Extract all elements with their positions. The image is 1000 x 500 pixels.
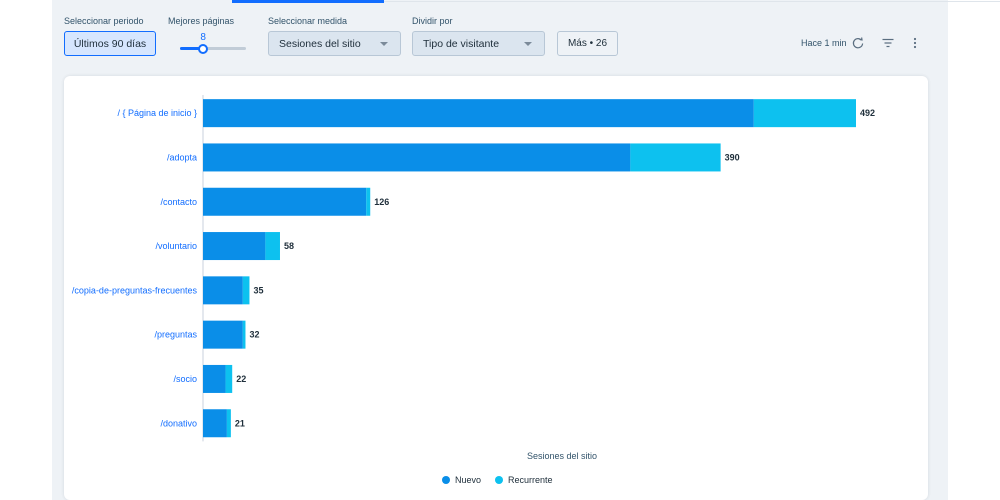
- category-label: /socio: [173, 374, 197, 384]
- more-options-icon[interactable]: [906, 34, 924, 52]
- bar-chart: / { Página de inicio } 492/adopta 390/cont…: [72, 95, 875, 485]
- bar-segment-recurrente: [226, 409, 231, 438]
- category-label: /donativo: [160, 418, 197, 428]
- measure-dropdown[interactable]: Sesiones del sitio: [268, 31, 401, 56]
- bar-segment-recurrente: [366, 187, 371, 216]
- more-button[interactable]: Más • 26: [557, 31, 618, 56]
- split-value: Tipo de visitante: [423, 37, 500, 50]
- data-label: 35: [253, 285, 263, 295]
- data-label: 390: [725, 152, 740, 162]
- bar-segment-nuevo: [203, 276, 243, 305]
- category-label: /voluntario: [155, 241, 197, 251]
- more-button-label: Más • 26: [567, 38, 608, 49]
- bar-segment-recurrente: [242, 276, 250, 305]
- bar-segment-recurrente: [225, 364, 233, 393]
- last-updated-text: Hace 1 min: [801, 38, 847, 48]
- legend-swatch: [442, 476, 450, 484]
- refresh-icon[interactable]: [849, 34, 867, 52]
- legend-swatch: [495, 476, 503, 484]
- bar-segment-nuevo: [203, 187, 367, 216]
- data-label: 22: [236, 374, 246, 384]
- active-tab-indicator: [232, 0, 384, 3]
- top-pages-slider[interactable]: [180, 47, 246, 50]
- bar-segment-nuevo: [203, 409, 227, 438]
- bar-segment-recurrente: [242, 320, 246, 349]
- split-dropdown[interactable]: Tipo de visitante: [412, 31, 545, 56]
- measure-label: Seleccionar medida: [268, 16, 348, 26]
- filter-icon[interactable]: [879, 34, 897, 52]
- bar-segment-nuevo: [203, 364, 226, 393]
- bar-segment-nuevo: [203, 320, 243, 349]
- category-label: /copia-de-preguntas-frecuentes: [72, 285, 198, 295]
- chart-card: / { Página de inicio } 492/adopta 390/cont…: [64, 76, 928, 500]
- period-value: Últimos 90 días: [73, 37, 147, 50]
- data-label: 21: [235, 418, 245, 428]
- measure-value: Sesiones del sitio: [279, 37, 361, 50]
- legend-item: Recurrente: [508, 475, 553, 485]
- data-label: 58: [284, 241, 294, 251]
- split-label: Dividir por: [412, 16, 453, 26]
- top-pages-slider-handle[interactable]: [198, 44, 209, 54]
- x-axis-title: Sesiones del sitio: [527, 451, 597, 461]
- bar-segment-nuevo: [203, 232, 266, 261]
- category-label: / { Página de inicio }: [117, 108, 197, 118]
- chevron-down-icon: [524, 42, 532, 46]
- data-label: 126: [374, 197, 389, 207]
- period-label: Seleccionar periodo: [64, 16, 144, 26]
- bar-segment-recurrente: [265, 232, 280, 261]
- tab-divider: [384, 1, 1000, 2]
- bar-segment-recurrente: [630, 143, 721, 172]
- category-label: /preguntas: [154, 330, 197, 340]
- top-pages-value: 8: [200, 32, 206, 43]
- chevron-down-icon: [380, 42, 388, 46]
- top-pages-label: Mejores páginas: [168, 16, 235, 26]
- data-label: 32: [249, 330, 259, 340]
- bar-segment-nuevo: [203, 99, 754, 128]
- category-label: /contacto: [160, 197, 197, 207]
- legend-item: Nuevo: [455, 475, 481, 485]
- data-label: 492: [860, 108, 875, 118]
- category-label: /adopta: [167, 152, 197, 162]
- bar-segment-recurrente: [753, 99, 856, 128]
- top-pages-slider-fill: [180, 47, 204, 50]
- period-button[interactable]: Últimos 90 días: [64, 31, 156, 56]
- bar-segment-nuevo: [203, 143, 631, 172]
